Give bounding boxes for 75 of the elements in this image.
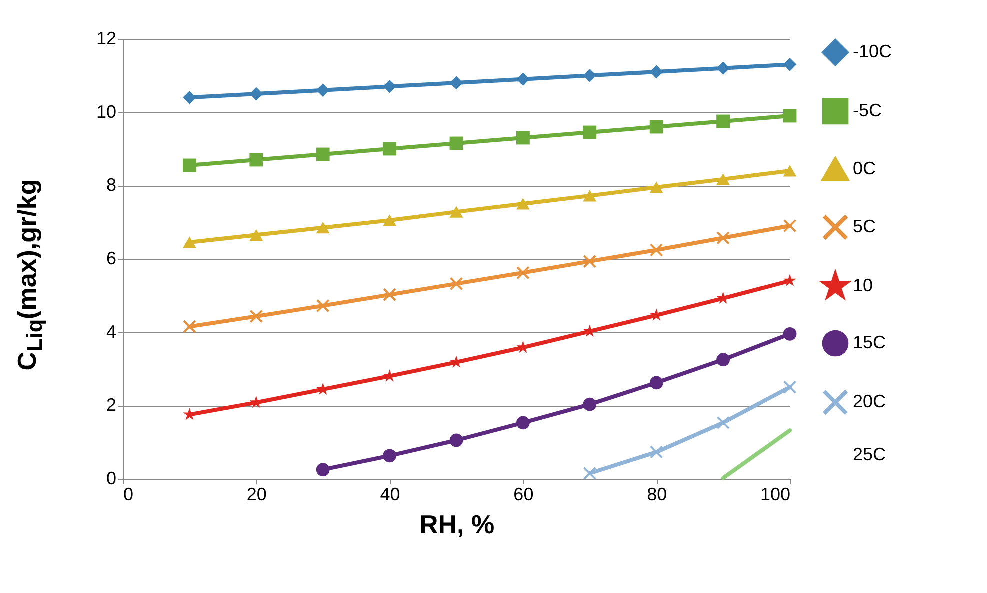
point (516, 266, 530, 280)
x-tick-label: 60 (514, 484, 534, 504)
y-tick-label: 8 (106, 175, 116, 196)
point (716, 353, 730, 367)
x-tick-label: 80 (647, 484, 668, 504)
legend-label: 0C (853, 158, 876, 178)
point (784, 274, 796, 286)
y-tick-label: 4 (106, 322, 116, 342)
y-tick-label: 10 (96, 102, 116, 122)
point (450, 277, 464, 291)
point (583, 398, 597, 412)
point (716, 174, 730, 186)
point (250, 229, 264, 241)
legend-label: 15C (853, 332, 886, 352)
x-tick-label: 40 (380, 484, 400, 504)
y-tick-label: 0 (106, 468, 116, 488)
x-tick-label: 0 (124, 484, 134, 504)
point (383, 142, 397, 156)
point (182, 90, 196, 104)
y-tick-label: 2 (106, 395, 116, 416)
point (516, 416, 530, 430)
point (316, 84, 330, 98)
text: 25C (853, 444, 886, 464)
point (716, 114, 730, 128)
point (183, 320, 196, 334)
point (316, 463, 330, 477)
legend-label: 20C (853, 392, 886, 412)
point (383, 214, 397, 226)
point (783, 327, 797, 341)
legend-label: 5C (853, 216, 876, 236)
point (583, 190, 597, 202)
point (583, 68, 597, 82)
legend-label: -5C (853, 100, 882, 120)
point (650, 65, 664, 79)
point (316, 299, 330, 313)
x-tick-label: 100 (760, 484, 790, 504)
point (383, 288, 396, 302)
legend-label: -10C (853, 42, 892, 62)
point (783, 109, 797, 123)
point (250, 87, 264, 101)
y-tick-label: 12 (96, 28, 116, 48)
point (516, 72, 530, 86)
y-tick-label: 6 (106, 248, 116, 268)
point (650, 182, 664, 194)
point (383, 449, 397, 463)
point (250, 310, 264, 324)
point (450, 206, 464, 218)
point (516, 131, 530, 145)
point (182, 236, 196, 248)
point (716, 62, 730, 76)
point (316, 148, 330, 162)
point (316, 222, 330, 234)
point (783, 165, 797, 177)
point (450, 136, 464, 150)
x-tick-label: 20 (246, 484, 267, 504)
point (250, 153, 264, 167)
point (450, 76, 464, 90)
point (650, 244, 664, 257)
legend-label: 10 (853, 276, 874, 296)
point (716, 416, 730, 430)
point (650, 446, 664, 459)
point (383, 80, 397, 94)
point (583, 466, 597, 480)
point (583, 254, 597, 268)
point (650, 120, 664, 134)
point (450, 434, 464, 448)
x-axis-title: RH, % (419, 510, 495, 540)
point (783, 219, 797, 233)
point (650, 376, 664, 390)
point (716, 231, 730, 245)
point (783, 380, 797, 394)
point (583, 126, 597, 140)
point (516, 198, 530, 210)
point (783, 58, 797, 72)
point (182, 158, 196, 172)
